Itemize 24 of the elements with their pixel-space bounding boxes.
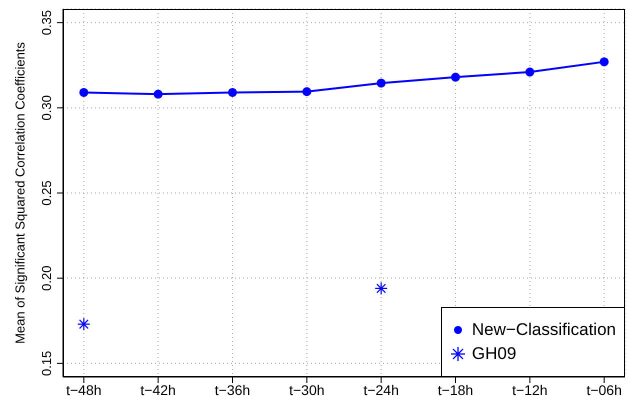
point xyxy=(302,87,312,96)
point xyxy=(376,78,386,88)
x-tick-label: t−12h xyxy=(512,382,548,398)
legend-label: New−Classification xyxy=(472,319,616,341)
point xyxy=(525,68,534,77)
x-tick-label: t−36h xyxy=(214,382,250,398)
x-tick-label: t−06h xyxy=(586,382,622,398)
x-tick-label: t−24h xyxy=(363,382,399,398)
point xyxy=(79,88,88,97)
x-tick-label: t−42h xyxy=(140,382,176,398)
y-tick-label: 0.30 xyxy=(39,95,54,120)
y-axis-title: Mean of Significant Squared Correlation Coefficients xyxy=(12,42,28,344)
point xyxy=(228,88,237,97)
legend-label: GH09 xyxy=(472,343,516,365)
point xyxy=(154,90,163,99)
x-tick-label: t−18h xyxy=(438,382,474,398)
y-tick-label: 0.20 xyxy=(39,266,54,291)
x-tick-label: t−30h xyxy=(289,382,325,398)
y-tick-label: 0.25 xyxy=(39,180,54,206)
point xyxy=(600,57,609,66)
point xyxy=(451,72,460,82)
y-tick-label: 0.15 xyxy=(39,350,54,376)
x-tick-label: t−48h xyxy=(66,382,102,398)
y-tick-label: 0.35 xyxy=(39,10,54,36)
